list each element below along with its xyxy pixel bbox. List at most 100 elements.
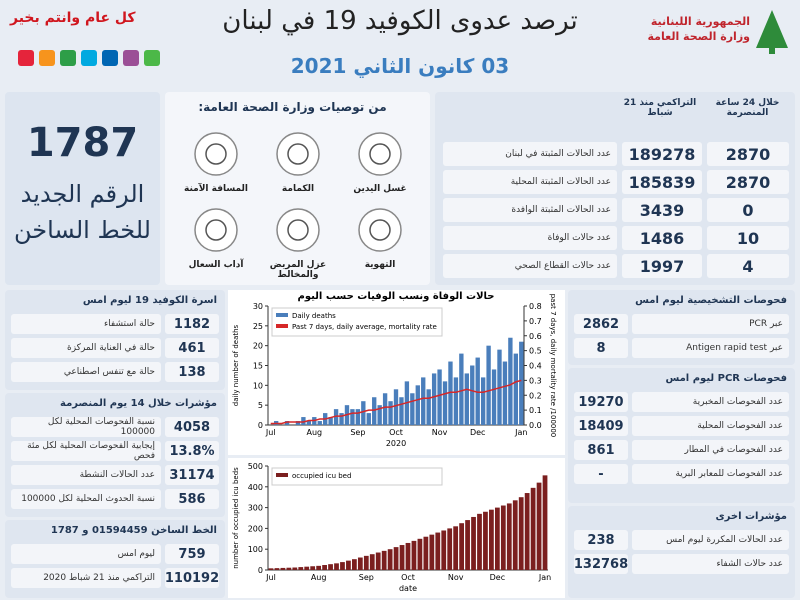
bar (363, 555, 369, 570)
day-value: 2870 (707, 142, 789, 166)
bar (441, 530, 447, 570)
y-tick-label: 20 (253, 342, 263, 351)
bar (328, 417, 333, 425)
recommendation-icon (276, 132, 320, 176)
row-label: عدد الحالات المثبتة الوافدة (443, 198, 617, 222)
total-value: 1997 (622, 254, 702, 278)
panel-title: مؤشرات اخرى (715, 511, 788, 522)
bar (486, 345, 491, 425)
ministry-line: وزارة الصحة العامة (647, 30, 751, 43)
y2-tick-label: 0.3 (529, 376, 542, 385)
recommendation-icon (194, 208, 238, 252)
bar (381, 550, 387, 570)
y2-tick-label: 0.4 (529, 362, 542, 371)
recommendation-label: الكمامة (281, 184, 315, 194)
bar (316, 565, 322, 570)
recommendation-icon (358, 208, 402, 252)
column-header: خلال 24 ساعة المنصرمة (715, 98, 780, 118)
x-tick-label: Sep (350, 428, 365, 437)
legend-label: occupied icu bed (292, 472, 351, 480)
bar (301, 417, 306, 425)
bar (426, 389, 431, 425)
stat-label: عدد الفحوصات المخبرية (632, 392, 789, 412)
y-tick-label: 200 (248, 524, 263, 533)
stat-value: 110192 (165, 568, 219, 588)
bar (442, 381, 448, 425)
bar (268, 568, 274, 570)
recommendation: غسل اليدين (340, 130, 420, 204)
diagnostics-panel: فحوصات التشخيصية ليوم امس 2862 عبر PCR 8 عبر… (568, 290, 795, 365)
y-tick-label: 25 (253, 322, 263, 331)
bar (470, 365, 475, 425)
y2-tick-label: 0.7 (529, 317, 542, 326)
legend-label: Past 7 days, daily average, mortality ra… (292, 323, 437, 331)
bar (310, 566, 316, 570)
bar (355, 409, 361, 425)
ministry-line: الجمهورية اللبنانية (650, 15, 750, 28)
recommendation-label: عزل المريض والمخالط (269, 260, 327, 280)
recommendations-panel: من توصيات وزارة الصحة العامة: غسل اليدين… (165, 92, 430, 285)
y2-axis-label: past 7 days, daily mortality rate /10000… (549, 294, 557, 438)
stat-value: 861 (574, 440, 628, 460)
bar (465, 520, 470, 570)
bar (489, 509, 494, 570)
bar (274, 568, 280, 570)
stat-label: عدد الحالات المكررة ليوم امس (632, 530, 789, 550)
panel-title: الخط الساخن 01594459 و 1787 (50, 525, 217, 536)
y-tick-label: 300 (248, 504, 263, 513)
recommendation-label: غسل اليدين (353, 184, 407, 194)
recommendation: التهوية (340, 206, 420, 280)
bar (399, 545, 405, 570)
stat-label: التراكمي منذ 21 شباط 2020 (11, 568, 161, 588)
bar (415, 385, 420, 425)
recommendation-icon (194, 132, 238, 176)
bar (459, 353, 464, 425)
recommendations-title: من توصيات وزارة الصحة العامة: (198, 100, 387, 114)
bar (491, 369, 497, 425)
bar (421, 377, 426, 425)
bar (295, 421, 301, 425)
recommendation-label: التهوية (364, 260, 396, 270)
stat-label: عبر PCR (632, 314, 789, 334)
icu-chart: 0 100 200 300 400 500 Jul Aug Sep Oct Nov Dec Jan dat… (228, 458, 565, 598)
y-tick-label: 0 (258, 421, 263, 430)
bar (350, 409, 355, 425)
recommendation-icon (276, 208, 320, 252)
panel-title: مؤشرات خلال 14 يوم المنصرمة (60, 398, 217, 409)
stat-value: 759 (165, 544, 219, 564)
bar (480, 377, 486, 425)
x-axis-label: 2020 (386, 439, 406, 448)
x-tick-label: Oct (389, 428, 403, 437)
stat-value: 31174 (165, 465, 219, 485)
bar (448, 361, 453, 425)
y-axis-label: number of occupied icu beds (232, 467, 240, 569)
panel-title: اسرة الكوفيد 19 ليوم امس (82, 295, 217, 306)
bar (382, 393, 388, 425)
hotline-panel: 1787 الرقم الجديد للخط الساخن (5, 92, 160, 285)
bar (542, 475, 548, 570)
hotline-label: الرقم الجديد (20, 180, 145, 208)
bar (447, 528, 453, 570)
hotline-calls-panel: الخط الساخن 01594459 و 1787 759 ليوم امس 11… (5, 520, 225, 598)
bar (346, 560, 351, 570)
y2-tick-label: 0.2 (529, 391, 542, 400)
y-tick-label: 10 (253, 381, 263, 390)
hotline-number: 1787 (26, 120, 139, 166)
y-tick-label: 5 (258, 401, 263, 410)
chart-title: حالات الوفاة ونسب الوفيات حسب اليوم (298, 291, 495, 302)
bar (508, 337, 513, 425)
bar (375, 552, 381, 570)
summary-panel: خلال 24 ساعة المنصرمة التراكمي منذ 21 شبا… (435, 92, 795, 285)
bar (334, 563, 339, 570)
y2-tick-label: 0.6 (529, 332, 542, 341)
bar (431, 373, 437, 425)
day-value: 4 (707, 254, 789, 278)
stat-value: 1182 (165, 314, 219, 334)
x-tick-label: Aug (311, 573, 327, 582)
bar (530, 487, 536, 570)
bar (317, 421, 322, 425)
row-label: عدد الحالات المثبتة المحلية (443, 170, 617, 194)
bar (304, 566, 310, 570)
pcr-panel: فحوصات PCR ليوم امس 19270 عدد الفحوصات الم… (568, 368, 795, 503)
bar (437, 369, 442, 425)
